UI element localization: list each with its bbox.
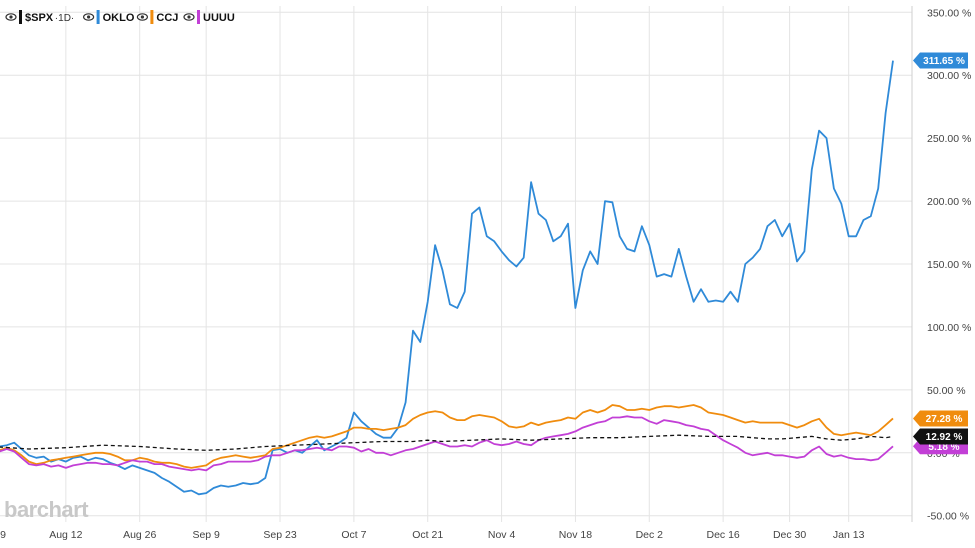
last-value-tag-oklo: 311.65 %: [913, 52, 968, 69]
last-value-tags: 311.65 % 27.28 % 5.18 %12.92 %: [913, 52, 968, 455]
eye-pupil: [187, 15, 191, 19]
x-tick-label: Sep 23: [263, 529, 296, 541]
x-tick-label: Sep 9: [192, 529, 220, 541]
tag-value: 311.65 %: [923, 56, 965, 67]
legend[interactable]: $SPX ·1D· OKLO CCJ UUUU: [5, 10, 235, 24]
grid: [0, 6, 912, 522]
y-tick-label: 50.00 %: [927, 385, 966, 397]
y-tick-label: 150.00 %: [927, 259, 971, 271]
x-tick-label: Nov 4: [488, 529, 516, 541]
tag-background: [913, 410, 968, 427]
eye-outline: [82, 13, 95, 21]
series-line-oklo: [0, 60, 894, 496]
y-tick-label: 350.00 %: [927, 7, 971, 19]
x-tick-label: Aug 12: [49, 529, 82, 541]
y-tick-label: 100.00 %: [927, 322, 971, 334]
x-tick-label: Jul 29: [0, 529, 6, 541]
legend-item-ccj[interactable]: CCJ: [136, 10, 178, 24]
tag-value: 5.18 %: [928, 442, 959, 453]
x-tick-label: Nov 18: [559, 529, 592, 541]
legend-label: $SPX: [25, 12, 54, 24]
last-value-tag-ccj: 27.28 %: [913, 410, 968, 427]
last-value-tag-spx: 12.92 %: [913, 428, 968, 445]
legend-swatch: [197, 10, 200, 24]
series-line-uuuu: [0, 415, 894, 472]
eye-icon[interactable]: [183, 13, 195, 21]
legend-label: CCJ: [156, 12, 178, 24]
tag-background: [913, 52, 968, 69]
tag-value: 27.28 %: [926, 414, 963, 425]
series-layer: [0, 60, 894, 496]
x-tick-label: Oct 21: [412, 529, 443, 541]
eye-icon[interactable]: [136, 13, 148, 21]
y-tick-label: 300.00 %: [927, 70, 971, 82]
legend-swatch: [19, 10, 22, 24]
series-line-spx: [0, 434, 894, 451]
series-line-ccj: [0, 404, 894, 469]
eye-outline: [5, 13, 17, 21]
watermark-layer: barchart: [4, 497, 90, 522]
legend-label: UUUU: [203, 12, 235, 24]
y-tick-label: 200.00 %: [927, 196, 971, 208]
x-tick-label: Dec 30: [773, 529, 806, 541]
tag-value: 12.92 %: [926, 432, 963, 443]
y-tick-label: 250.00 %: [927, 133, 971, 145]
eye-pupil: [9, 15, 13, 19]
x-tick-label: Oct 7: [341, 529, 366, 541]
eye-outline: [183, 13, 195, 21]
eye-pupil: [140, 15, 144, 19]
eye-pupil: [87, 15, 91, 19]
legend-label: OKLO: [103, 12, 135, 24]
x-tick-label: Dec 16: [706, 529, 739, 541]
legend-item-uuuu[interactable]: UUUU: [183, 10, 235, 24]
tag-background: [913, 428, 968, 445]
legend-swatch: [150, 10, 154, 24]
legend-item-spx[interactable]: $SPX ·1D·: [5, 10, 74, 24]
x-tick-label: Aug 26: [123, 529, 156, 541]
legend-item-oklo[interactable]: OKLO: [82, 10, 135, 24]
x-tick-label: Jan 13: [833, 529, 865, 541]
legend-swatch: [96, 10, 100, 24]
x-tick-label: Dec 2: [636, 529, 664, 541]
y-tick-label: -50.00 %: [927, 511, 969, 523]
legend-interval: ·1D·: [55, 13, 74, 24]
eye-icon[interactable]: [82, 13, 95, 21]
watermark-text: barchart: [4, 497, 89, 522]
eye-outline: [136, 13, 148, 21]
eye-icon[interactable]: [5, 13, 17, 21]
